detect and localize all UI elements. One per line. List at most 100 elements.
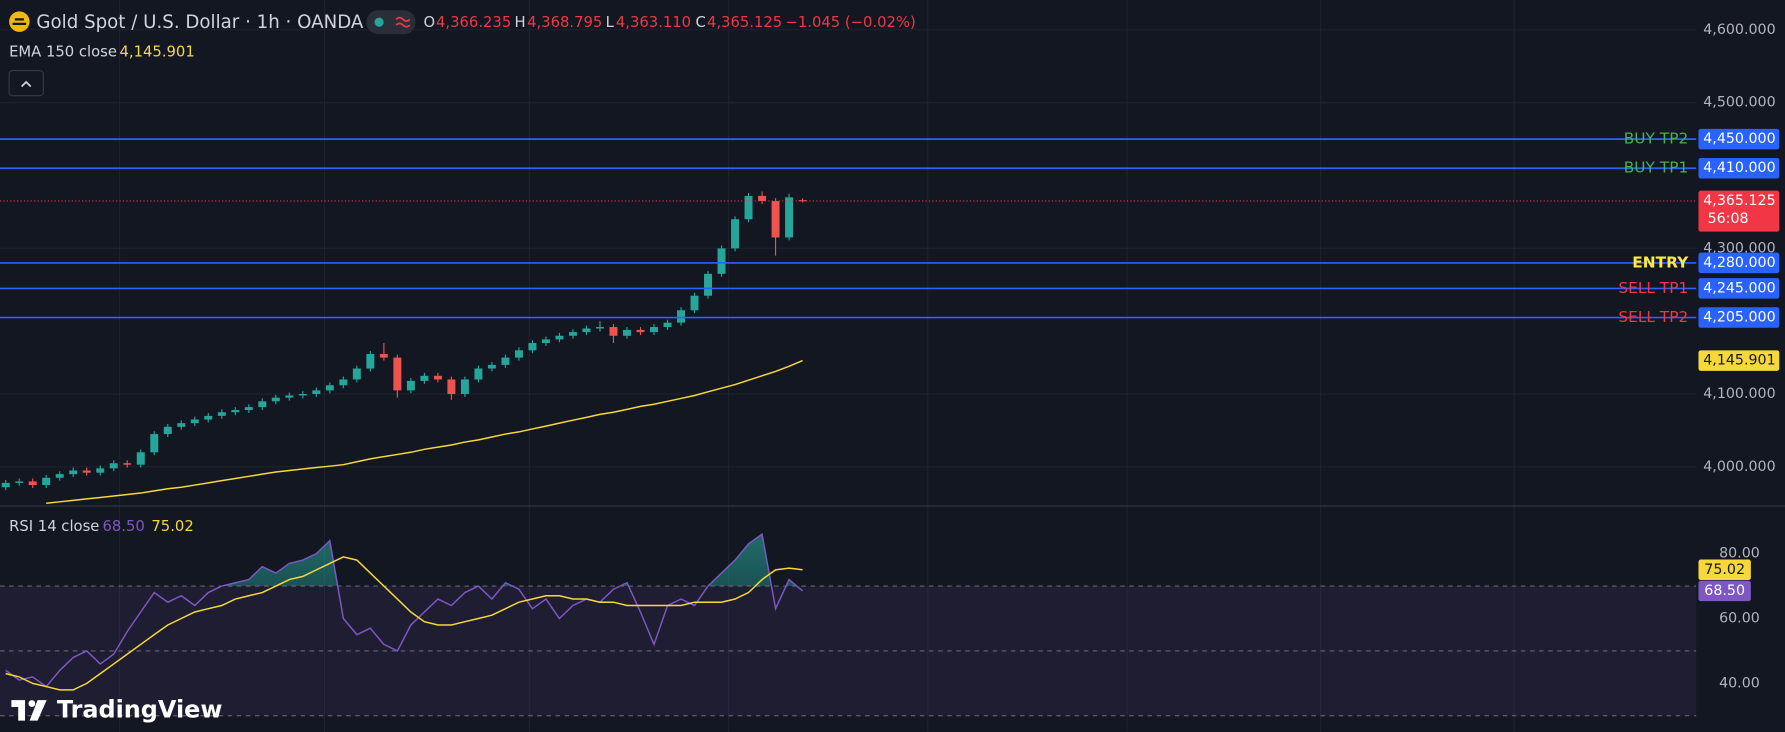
- collapse-icon: [21, 80, 32, 88]
- market-status-dot: [374, 17, 384, 27]
- candle-body: [677, 310, 685, 323]
- candle-body: [731, 219, 740, 249]
- candle-body: [622, 329, 631, 336]
- rsi-value-label: 75.02: [1704, 562, 1745, 578]
- y-tick-label: 4,600.000: [1703, 22, 1775, 38]
- candle-body: [717, 248, 726, 274]
- level-price-box: [1698, 278, 1780, 299]
- candle-body: [325, 385, 334, 391]
- ema-legend-value: 4,145.901: [120, 43, 195, 60]
- candle-body: [312, 390, 321, 395]
- candle-body: [42, 477, 51, 486]
- candle-body: [285, 395, 294, 398]
- candle-body: [420, 375, 429, 381]
- candle-body: [82, 470, 91, 473]
- candle-body: [528, 343, 537, 351]
- y-tick-label: 60.00: [1719, 610, 1760, 626]
- logo-glyph: [12, 18, 27, 26]
- level-name: SELL TP1: [1618, 279, 1688, 297]
- candle-body: [568, 332, 577, 336]
- rsi-legend[interactable]: RSI 14 close: [9, 518, 99, 535]
- symbol-title[interactable]: Gold Spot / U.S. Dollar · 1h · OANDA: [36, 12, 363, 33]
- rsi-line: [5, 532, 804, 688]
- candle-body: [366, 353, 375, 369]
- candle-body: [231, 410, 240, 413]
- candle-body: [150, 434, 159, 453]
- ema-price-label: 4,145.901: [1703, 353, 1775, 369]
- candle-body: [636, 329, 645, 333]
- open-key: O: [423, 14, 435, 31]
- rsi-ma-line: [5, 556, 803, 691]
- candle-body: [190, 419, 199, 424]
- level-price-box: [1698, 128, 1780, 150]
- candle-body: [582, 328, 591, 333]
- high-key: H: [515, 14, 526, 31]
- candle-body: [55, 474, 64, 478]
- close-value: 4,365.125: [707, 14, 782, 31]
- candle-body: [501, 357, 510, 365]
- candle-body: [109, 463, 118, 469]
- ema-price-box: [1698, 350, 1780, 371]
- watermark-logo: [11, 700, 47, 721]
- level-price-label: 4,450.000: [1703, 131, 1775, 147]
- candle-body: [28, 481, 37, 486]
- close-key: C: [696, 14, 706, 31]
- y-tick-label: 40.00: [1719, 675, 1760, 691]
- change-value: −1.045 (−0.02%): [785, 14, 915, 31]
- y-tick-label: 4,000.000: [1703, 459, 1775, 475]
- y-tick-label: 4,100.000: [1703, 386, 1775, 402]
- market-toggle[interactable]: [366, 10, 416, 35]
- level-price-box: [1698, 252, 1780, 274]
- candle-body: [393, 357, 402, 391]
- candle-body: [758, 195, 767, 202]
- level-name: SELL TP2: [1618, 308, 1688, 326]
- level-price-box: [1698, 158, 1780, 179]
- candle-body: [258, 401, 267, 408]
- level-name: BUY TP1: [1624, 159, 1688, 177]
- symbol-logo: [9, 11, 30, 32]
- low-key: L: [606, 14, 615, 31]
- level-price-label: 4,280.000: [1703, 255, 1775, 271]
- wave-icon: [395, 16, 411, 28]
- candle-body: [690, 295, 699, 311]
- plot-layer: 4,000.000 4,100.000 4,300.000 4,500.000 4,60…: [0, 22, 1780, 717]
- level-name: BUY TP2: [1624, 130, 1688, 148]
- rsi-value-box: [1698, 559, 1751, 581]
- candle-body: [379, 353, 388, 358]
- rsi-value-box: [1698, 580, 1751, 602]
- open-value: 4,366.235: [436, 14, 511, 31]
- candle-body: [136, 452, 145, 465]
- candle-body: [704, 273, 713, 296]
- candle-body: [555, 335, 564, 340]
- ema-legend[interactable]: EMA 150 close: [9, 43, 117, 60]
- level-price-label: 4,205.000: [1703, 310, 1775, 326]
- price-box-label: 4,365.125: [1703, 193, 1775, 209]
- candle-body: [474, 368, 483, 380]
- candle-body: [744, 195, 753, 220]
- candle-body: [433, 375, 442, 380]
- rsi-ma-legend-value: 75.02: [151, 518, 193, 535]
- candle-body: [406, 380, 415, 391]
- candle-body: [69, 470, 78, 475]
- candle-body: [244, 407, 253, 411]
- rsi-legend-value: 68.50: [102, 518, 144, 535]
- candle-body: [352, 368, 361, 380]
- candle-body: [177, 423, 186, 427]
- price-box: [1698, 190, 1780, 232]
- candle-body: [217, 412, 226, 416]
- candle-body: [339, 379, 348, 386]
- candle-body: [460, 379, 469, 395]
- candle-body: [447, 379, 456, 395]
- y-tick-label: 80.00: [1719, 546, 1760, 562]
- candle-body: [541, 339, 550, 344]
- rsi-value-label: 68.50: [1704, 583, 1745, 599]
- level-price-box: [1698, 307, 1780, 328]
- candle-body: [595, 327, 604, 329]
- level-price-label: 4,245.000: [1703, 280, 1775, 296]
- watermark: TradingView: [57, 695, 223, 723]
- candle-body: [514, 350, 523, 358]
- candle-body: [487, 364, 496, 369]
